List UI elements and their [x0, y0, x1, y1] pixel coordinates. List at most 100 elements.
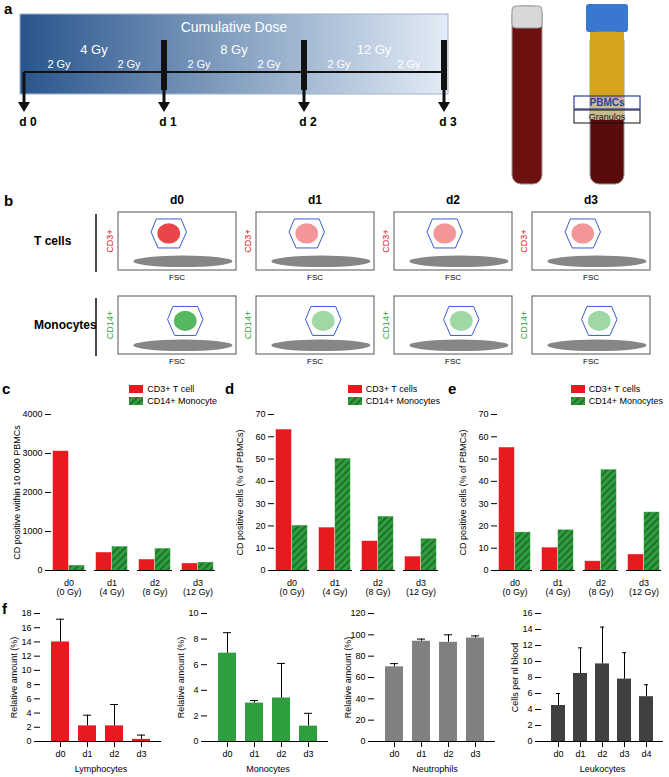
- svg-text:Monocytes: Monocytes: [34, 318, 97, 332]
- svg-text:20: 20: [355, 715, 365, 725]
- svg-text:2000: 2000: [22, 487, 42, 497]
- svg-text:Granulos: Granulos: [589, 112, 626, 122]
- svg-text:0: 0: [26, 736, 31, 746]
- svg-text:6: 6: [527, 688, 532, 698]
- svg-text:50: 50: [255, 454, 265, 464]
- svg-text:4: 4: [26, 708, 31, 718]
- svg-text:CD3+: CD3+: [105, 229, 115, 252]
- svg-text:12: 12: [21, 651, 31, 661]
- svg-text:2: 2: [527, 720, 532, 730]
- svg-text:d1: d1: [308, 193, 322, 207]
- svg-text:d1: d1: [249, 749, 259, 759]
- svg-text:8: 8: [193, 634, 198, 644]
- svg-text:40: 40: [478, 476, 488, 486]
- svg-text:d0: d0: [553, 749, 563, 759]
- svg-text:6: 6: [26, 694, 31, 704]
- svg-text:60: 60: [255, 432, 265, 442]
- svg-text:d1(4 Gy): d1(4 Gy): [322, 578, 347, 597]
- svg-text:40: 40: [355, 694, 365, 704]
- svg-text:FSC: FSC: [583, 273, 599, 282]
- svg-text:40: 40: [255, 476, 265, 486]
- svg-text:FSC: FSC: [307, 273, 323, 282]
- svg-text:d 3: d 3: [439, 115, 457, 129]
- svg-text:d 1: d 1: [159, 115, 177, 129]
- svg-text:4: 4: [193, 685, 198, 695]
- svg-text:d2: d2: [446, 193, 460, 207]
- svg-text:120: 120: [350, 608, 365, 618]
- svg-text:CD14+: CD14+: [381, 311, 391, 339]
- svg-text:2: 2: [193, 711, 198, 721]
- svg-text:CD14+: CD14+: [519, 311, 529, 339]
- svg-text:d1(4 Gy): d1(4 Gy): [99, 578, 124, 597]
- svg-text:2 Gy: 2 Gy: [257, 58, 281, 70]
- svg-text:Relative amount (%): Relative amount (%): [176, 637, 186, 719]
- svg-text:d3: d3: [136, 749, 146, 759]
- svg-text:2 Gy: 2 Gy: [397, 58, 421, 70]
- svg-text:4 Gy: 4 Gy: [80, 42, 108, 57]
- svg-text:PBMCs: PBMCs: [589, 97, 624, 108]
- svg-text:16: 16: [522, 608, 532, 618]
- svg-text:4000: 4000: [22, 409, 42, 419]
- svg-text:d2(8 Gy): d2(8 Gy): [588, 578, 613, 597]
- svg-text:14: 14: [522, 624, 532, 634]
- svg-text:d0(0 Gy): d0(0 Gy): [279, 578, 304, 597]
- svg-text:Cells per nl blood: Cells per nl blood: [510, 643, 520, 713]
- svg-text:20: 20: [255, 521, 265, 531]
- svg-text:d3(12 Gy): d3(12 Gy): [629, 578, 659, 597]
- svg-text:T cells: T cells: [34, 234, 72, 248]
- svg-text:d 2: d 2: [299, 115, 317, 129]
- svg-text:18: 18: [21, 608, 31, 618]
- svg-text:d2: d2: [443, 749, 453, 759]
- svg-text:d3(12 Gy): d3(12 Gy): [406, 578, 436, 597]
- svg-text:Relative amount (%): Relative amount (%): [343, 637, 353, 719]
- svg-text:d3: d3: [619, 749, 629, 759]
- svg-text:16: 16: [21, 623, 31, 633]
- svg-text:8: 8: [527, 672, 532, 682]
- svg-text:d0(0 Gy): d0(0 Gy): [56, 578, 81, 597]
- svg-text:8: 8: [26, 679, 31, 689]
- svg-text:0: 0: [193, 736, 198, 746]
- svg-text:FSC: FSC: [583, 357, 599, 366]
- svg-text:d0: d0: [170, 193, 184, 207]
- svg-text:FSC: FSC: [307, 357, 323, 366]
- svg-text:d3: d3: [303, 749, 313, 759]
- svg-text:d0: d0: [55, 749, 65, 759]
- svg-text:10: 10: [255, 543, 265, 553]
- svg-text:30: 30: [255, 499, 265, 509]
- svg-text:d2: d2: [109, 749, 119, 759]
- svg-text:d3: d3: [470, 749, 480, 759]
- svg-text:CD3+: CD3+: [519, 229, 529, 252]
- svg-text:d2: d2: [276, 749, 286, 759]
- svg-text:d3: d3: [584, 193, 598, 207]
- svg-text:10: 10: [522, 656, 532, 666]
- svg-text:Monocytes: Monocytes: [246, 764, 290, 774]
- svg-text:d2: d2: [597, 749, 607, 759]
- svg-text:d1: d1: [416, 749, 426, 759]
- svg-text:Cumulative Dose: Cumulative Dose: [181, 19, 288, 35]
- svg-text:d1: d1: [82, 749, 92, 759]
- svg-text:14: 14: [21, 637, 31, 647]
- svg-text:CD positive cells (% of PBMCs): CD positive cells (% of PBMCs): [458, 429, 468, 555]
- svg-text:2 Gy: 2 Gy: [117, 58, 141, 70]
- svg-text:d1: d1: [575, 749, 585, 759]
- svg-text:d1(4 Gy): d1(4 Gy): [545, 578, 570, 597]
- svg-text:60: 60: [478, 432, 488, 442]
- svg-text:CD3+: CD3+: [243, 229, 253, 252]
- svg-text:CD positive cells (% of PBMCs): CD positive cells (% of PBMCs): [235, 429, 245, 555]
- svg-text:60: 60: [355, 672, 365, 682]
- svg-text:CD14+: CD14+: [243, 311, 253, 339]
- svg-text:d0(0 Gy): d0(0 Gy): [502, 578, 527, 597]
- svg-text:2: 2: [26, 722, 31, 732]
- svg-text:0: 0: [37, 565, 42, 575]
- svg-text:Neutrophils: Neutrophils: [412, 764, 458, 774]
- svg-text:0: 0: [483, 565, 488, 575]
- svg-text:70: 70: [478, 409, 488, 419]
- svg-text:12: 12: [522, 640, 532, 650]
- svg-text:FSC: FSC: [169, 273, 185, 282]
- svg-text:CD positive within 10 000 PBMC: CD positive within 10 000 PBMCs: [12, 425, 22, 560]
- svg-text:d2(8 Gy): d2(8 Gy): [365, 578, 390, 597]
- svg-text:50: 50: [478, 454, 488, 464]
- svg-text:2 Gy: 2 Gy: [47, 58, 71, 70]
- svg-text:FSC: FSC: [445, 357, 461, 366]
- svg-text:20: 20: [478, 521, 488, 531]
